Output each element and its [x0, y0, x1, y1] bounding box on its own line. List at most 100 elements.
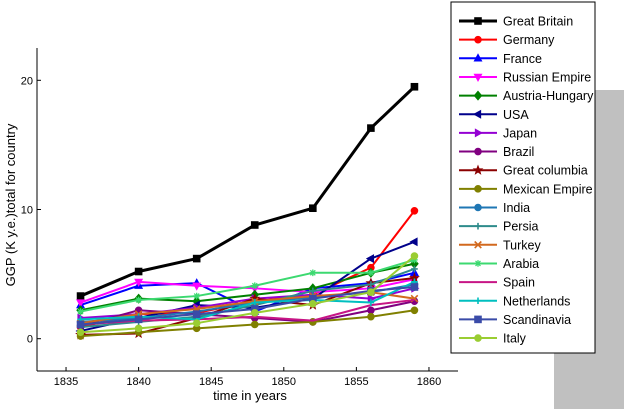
legend-label-austria-hungary: Austria-Hungary	[503, 89, 594, 103]
legend-item-usa: USA	[459, 108, 529, 122]
legend-label-italy: Italy	[503, 332, 527, 346]
data-point-mexican-empire-1856	[367, 312, 375, 321]
data-point-russian-empire-1836	[76, 299, 86, 308]
data-point-great-britain-1844	[192, 254, 201, 263]
data-point-netherlands-1856	[367, 299, 375, 306]
legend-item-turkey: Turkey	[459, 238, 541, 252]
data-point-great-britain-1859	[410, 82, 419, 91]
legend-item-spain: Spain	[459, 276, 535, 290]
y-tick-label-10: 10	[21, 205, 33, 217]
legend-item-austria-hungary: Austria-Hungary	[459, 89, 594, 103]
legend-label-mexican-empire: Mexican Empire	[503, 182, 593, 196]
legend-item-germany: Germany	[459, 33, 555, 47]
data-point-italy-1859	[410, 252, 419, 260]
legend-marker-great-columbia	[472, 164, 484, 175]
series-italy	[76, 252, 419, 337]
legend-label-persia: Persia	[503, 220, 538, 234]
legend-label-great-columbia: Great columbia	[503, 164, 588, 178]
data-point-usa-1859	[409, 237, 418, 247]
legend-label-turkey: Turkey	[503, 238, 541, 252]
legend: Great Britain Germany France Russian Empire…	[450, 1, 596, 354]
legend-marker-turkey	[474, 240, 482, 249]
legend-marker-austria-hungary	[473, 90, 483, 101]
legend-label-france: France	[503, 52, 542, 66]
axis-ticks: 1835 1840 1845 1850 1855 1860 0 10 20	[21, 75, 441, 388]
series-great-britain	[76, 82, 419, 300]
data-point-scandinavia-1859	[410, 283, 419, 291]
legend-label-netherlands: Netherlands	[503, 294, 570, 308]
data-point-mexican-empire-1848	[250, 320, 259, 329]
data-point-russian-empire-1844	[192, 282, 202, 291]
data-point-arabia-1856	[367, 269, 375, 277]
data-point-italy-1836	[76, 328, 85, 337]
data-point-germany-1859	[410, 206, 419, 215]
data-point-usa-1856	[365, 254, 375, 264]
data-point-mexican-empire-1859	[410, 306, 419, 315]
data-point-arabia-1848	[251, 282, 259, 290]
legend-label-germany: Germany	[503, 33, 555, 47]
data-point-great-britain-1852	[309, 204, 317, 213]
data-point-arabia-1852	[309, 269, 317, 277]
legend-marker-netherlands	[474, 297, 482, 305]
data-point-arabia-1840	[135, 296, 142, 304]
legend-marker-usa	[473, 109, 482, 119]
x-tick-label-1835: 1835	[54, 376, 78, 388]
legend-item-france: France	[459, 52, 542, 66]
legend-item-japan: Japan	[459, 126, 537, 140]
data-point-persia-1859	[411, 265, 418, 273]
legend-marker-france	[473, 53, 483, 62]
legend-item-russian-empire: Russian Empire	[459, 70, 591, 84]
legend-marker-brazil	[474, 147, 482, 156]
legend-item-great-britain: Great Britain	[459, 15, 573, 29]
data-point-great-britain-1840	[134, 267, 143, 276]
series-arabia	[77, 256, 418, 315]
legend-marker-arabia	[474, 260, 482, 267]
legend-item-mexican-empire: Mexican Empire	[459, 182, 593, 196]
x-tick-label-1840: 1840	[126, 376, 150, 388]
data-point-great-britain-1836	[76, 292, 85, 300]
legend-label-japan: Japan	[503, 126, 537, 140]
legend-label-spain: Spain	[503, 276, 535, 290]
data-point-italy-1848	[250, 309, 259, 317]
x-tick-label-1860: 1860	[417, 376, 441, 388]
data-point-scandinavia-1840	[134, 315, 143, 324]
legend-marker-japan	[474, 128, 483, 138]
data-point-russian-empire-1840	[134, 278, 144, 287]
legend-label-arabia: Arabia	[503, 257, 539, 271]
legend-marker-russian-empire	[473, 73, 483, 82]
y-tick-label-20: 20	[21, 75, 33, 87]
legend-label-great-britain: Great Britain	[503, 15, 573, 29]
x-tick-label-1855: 1855	[344, 376, 368, 388]
data-point-persia-1852	[309, 287, 317, 295]
data-point-arabia-1836	[77, 308, 84, 315]
y-axis-title: GGP (K y.e.)total for country	[3, 123, 18, 286]
legend-item-india: India	[459, 201, 530, 215]
data-point-persia-1856	[367, 281, 375, 288]
data-point-scandinavia-1844	[192, 310, 201, 318]
legend-marker-italy	[474, 334, 482, 342]
legend-item-great-columbia: Great columbia	[459, 164, 588, 178]
data-point-great-britain-1856	[367, 124, 375, 132]
legend-marker-scandinavia	[474, 315, 482, 324]
legend-label-russian-empire: Russian Empire	[503, 70, 591, 84]
data-point-netherlands-1848	[251, 299, 259, 306]
legend-item-brazil: Brazil	[459, 145, 534, 159]
legend-item-scandinavia: Scandinavia	[459, 313, 571, 327]
legend-marker-germany	[474, 35, 482, 44]
data-point-italy-1844	[192, 319, 201, 327]
data-point-italy-1852	[309, 300, 317, 308]
data-point-italy-1840	[134, 324, 143, 333]
legend-marker-india	[474, 203, 482, 212]
legend-item-netherlands: Netherlands	[459, 294, 570, 308]
data-point-arabia-1859	[411, 256, 418, 264]
data-point-scandinavia-1836	[76, 320, 85, 329]
data-point-italy-1856	[367, 288, 375, 296]
legend-label-brazil: Brazil	[503, 145, 534, 159]
data-point-arabia-1844	[193, 292, 200, 300]
x-axis-title: time in years	[213, 388, 287, 403]
data-point-brazil-1856	[367, 306, 375, 315]
legend-marker-mexican-empire	[474, 185, 482, 193]
x-tick-label-1850: 1850	[272, 376, 296, 388]
legend-item-arabia: Arabia	[459, 257, 539, 271]
